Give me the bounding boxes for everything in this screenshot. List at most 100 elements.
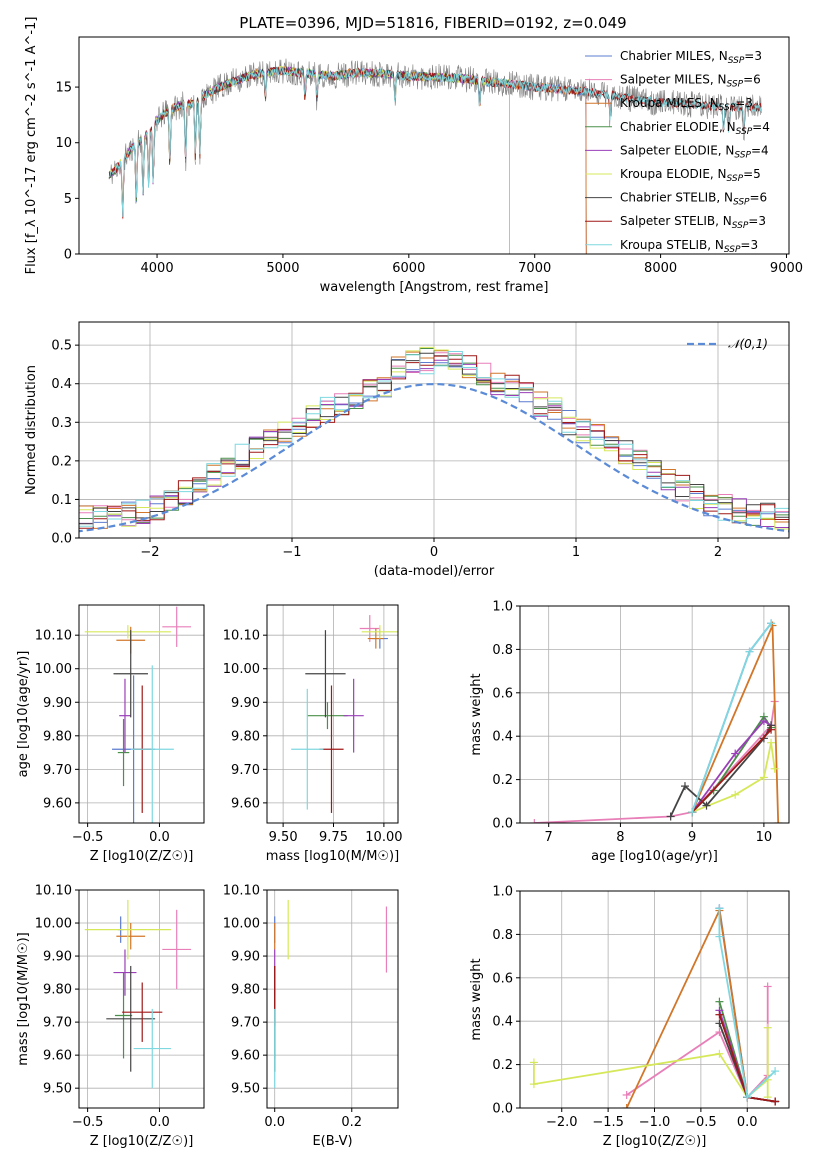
x-tick-label: −0.5	[72, 1115, 104, 1130]
axes-frame	[266, 604, 399, 824]
x-tick-label: 2	[714, 545, 722, 560]
panel-mass-vs-Z: −0.5 0.0 9.50 9.60 9.70 9.80 9.90 10.00 10.10 Z […	[16, 884, 205, 1149]
axes-frame	[266, 889, 399, 1109]
panel-age-vs-mass: 9.50 9.75 10.00 9.60 9.70 9.80 9.90 10.00 10.10 m…	[223, 604, 403, 864]
y-tick-label: 0.2	[492, 1058, 513, 1073]
normal-curve	[79, 382, 789, 533]
y-tick-label: 9.70	[43, 1016, 72, 1031]
x-tick-label: 9.75	[319, 830, 348, 845]
weight-marker	[622, 1090, 631, 1099]
error-point-kroupa-miles	[116, 923, 146, 950]
weight-line-chabrier-stelib	[669, 724, 772, 817]
panel-mass-vs-EBV: 0.0 0.2 9.50 9.60 9.70 9.80 9.90 10.00 10.10 E(B-…	[223, 884, 399, 1149]
x-axis-label: age [log10(age/yr)]	[591, 849, 718, 864]
x-tick-label: 8	[616, 830, 624, 845]
y-tick-label: 9.60	[43, 796, 72, 811]
plot-area	[274, 899, 388, 1089]
y-tick-label: 9.80	[43, 729, 72, 744]
axes-frame	[78, 36, 790, 255]
y-tick-label: 9.70	[231, 763, 260, 778]
weight-marker	[680, 782, 689, 791]
x-tick-label: 1	[572, 545, 580, 560]
y-tick-label: 9.80	[231, 729, 260, 744]
x-tick-label: 10	[756, 830, 773, 845]
y-tick-label: 1.0	[492, 600, 513, 615]
weight-marker	[529, 1058, 538, 1067]
y-tick-label: 15	[55, 81, 72, 96]
legend-entry: Salpeter MILES, NSSP=6	[620, 73, 761, 90]
weight-marker	[715, 904, 724, 913]
error-point-chabrier-stelib	[106, 965, 156, 1072]
weight-line-salpeter-elodie	[691, 719, 772, 813]
weight-marker	[715, 1049, 724, 1058]
y-tick-label: 0	[64, 248, 72, 263]
plot-area	[79, 346, 789, 535]
model-spectrum-chabrier-miles	[108, 66, 587, 254]
weight-marker	[767, 738, 776, 747]
observed-spectrum-line	[108, 58, 762, 208]
spectrum-legend: Chabrier MILES, NSSP=3 Salpeter MILES, NS…	[585, 49, 770, 255]
x-tick-label: 0.0	[149, 1115, 170, 1130]
y-tick-label: 0.0	[492, 1102, 513, 1117]
error-point-kroupa-stelib	[291, 688, 324, 810]
weight-marker	[763, 1023, 772, 1032]
weight-marker	[702, 801, 711, 810]
plot-area	[530, 619, 783, 823]
x-tick-label: −0.5	[72, 830, 104, 845]
x-tick-label: −0.5	[685, 1115, 717, 1130]
axes-frame	[78, 604, 205, 824]
error-point-chabrier-stelib	[113, 630, 148, 718]
x-axis-label: E(B-V)	[312, 1134, 352, 1149]
error-point-kroupa-elodie	[361, 625, 398, 639]
y-tick-label: 9.60	[43, 1049, 72, 1064]
legend-entry: Salpeter ELODIE, NSSP=4	[620, 143, 769, 160]
error-point-salpeter-elodie	[343, 678, 364, 753]
x-tick-label: −1.0	[639, 1115, 671, 1130]
weight-marker	[767, 725, 776, 734]
error-point-kroupa-stelib	[133, 1008, 171, 1089]
x-axis-label: mass [log10(M/M☉)]	[266, 849, 399, 864]
y-tick-label: 9.90	[231, 950, 260, 965]
y-tick-label: 10.00	[35, 662, 72, 677]
y-tick-label: 0.6	[492, 686, 513, 701]
legend-entry: Chabrier ELODIE, NSSP=4	[620, 120, 770, 137]
weight-marker	[715, 932, 724, 941]
weight-marker	[743, 1093, 752, 1102]
legend-entry: Salpeter STELIB, NSSP=3	[620, 214, 766, 231]
plot-area	[84, 606, 192, 823]
x-tick-label: 7	[545, 830, 553, 845]
y-tick-label: 9.70	[43, 763, 72, 778]
model-spectrum-kroupa-miles	[108, 66, 587, 254]
x-tick-label: −2.0	[546, 1115, 578, 1130]
x-axis-label: Z [log10(Z/Z☉)]	[603, 1134, 707, 1149]
error-point-salpeter-miles	[162, 606, 192, 647]
weight-marker	[763, 982, 772, 991]
weight-marker	[759, 773, 768, 782]
x-tick-label: 0.0	[264, 1115, 285, 1130]
error-point-kroupa-elodie	[84, 899, 171, 960]
y-tick-label: 0.2	[51, 454, 72, 469]
x-tick-label: 4000	[141, 261, 174, 276]
panel-mass-weight-vs-Z: −2.0 −1.5 −1.0 −0.5 0.0 0.0 0.2 0.4 0.6 0.8 1.0 Z […	[469, 885, 790, 1149]
y-tick-label: 10.10	[223, 629, 260, 644]
legend-entry: Kroupa MILES, NSSP=3	[620, 96, 753, 113]
error-point-kroupa-stelib	[130, 665, 174, 823]
y-tick-label: 9.60	[231, 1049, 260, 1064]
x-tick-label: 0.2	[341, 1115, 362, 1130]
weight-marker	[715, 1010, 724, 1019]
residual-histogram-kroupa-stelib	[79, 351, 789, 527]
y-axis-label: mass weight	[469, 958, 484, 1040]
y-tick-label: 9.80	[231, 983, 260, 998]
y-tick-label: 0.6	[492, 971, 513, 986]
x-tick-label: 0.0	[149, 830, 170, 845]
y-tick-label: 9.50	[231, 1082, 260, 1097]
y-tick-label: 9.80	[43, 983, 72, 998]
x-tick-label: 7000	[518, 261, 551, 276]
y-tick-label: 10.10	[35, 629, 72, 644]
weight-marker	[715, 997, 724, 1006]
weight-marker	[771, 1097, 780, 1106]
x-axis-label: Z [log10(Z/Z☉)]	[90, 849, 194, 864]
weight-marker	[774, 819, 783, 823]
weight-marker	[688, 808, 697, 817]
